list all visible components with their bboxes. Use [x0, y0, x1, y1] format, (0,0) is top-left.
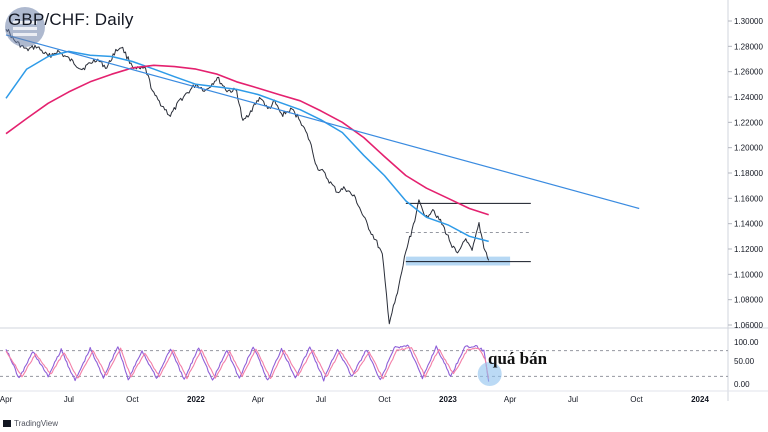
time-tick-label: Apr — [252, 395, 265, 404]
tradingview-logo-icon — [3, 420, 11, 427]
time-tick-label: Oct — [126, 395, 139, 404]
oversold-highlight — [477, 362, 502, 386]
time-tick-label: Oct — [630, 395, 643, 404]
price-tick-label: 1.06000 — [734, 321, 763, 330]
price-tick-label: 1.24000 — [734, 93, 763, 102]
brand-label: TradingView — [14, 419, 59, 428]
tradingview-brand: TradingView — [3, 419, 58, 428]
oscillator-tick-label: 100.00 — [734, 338, 759, 347]
price-tick-label: 1.10000 — [734, 270, 763, 279]
fast-moving-average-line — [5, 50, 489, 243]
price-tick-label: 1.12000 — [734, 245, 763, 254]
chart-title: GBP/CHF: Daily — [8, 10, 134, 29]
price-series-line — [5, 28, 490, 325]
price-tick-label: 1.18000 — [734, 169, 763, 178]
time-tick-label: 2024 — [691, 395, 709, 404]
oversold-annotation: quá bán — [488, 349, 548, 368]
price-tick-label: 1.20000 — [734, 144, 763, 153]
price-tick-label: 1.08000 — [734, 296, 763, 305]
price-plot — [5, 28, 640, 325]
time-tick-label: Oct — [378, 395, 391, 404]
chart-axes — [0, 0, 768, 401]
oscillator-tick-label: 0.00 — [734, 380, 750, 389]
stochastic-d-line — [5, 346, 490, 380]
time-tick-label: 2023 — [439, 395, 457, 404]
downtrend-line — [5, 34, 640, 210]
oscillator-plot — [0, 344, 728, 386]
price-tick-label: 1.28000 — [734, 42, 763, 51]
price-tick-label: 1.30000 — [734, 17, 763, 26]
axis-ticks: 1.30000 1.28000 1.26000 1.24000 1.22000 1.200… — [0, 17, 763, 404]
broker-logo-icon — [5, 7, 45, 47]
price-tick-label: 1.14000 — [734, 220, 763, 229]
time-tick-label: Jul — [64, 395, 74, 404]
stochastic-k-line — [5, 344, 490, 382]
price-tick-label: 1.26000 — [734, 68, 763, 77]
support-zone — [405, 256, 511, 266]
time-tick-label: Apr — [0, 395, 13, 404]
price-tick-label: 1.22000 — [734, 118, 763, 127]
time-tick-label: Apr — [504, 395, 517, 404]
oscillator-tick-label: 50.00 — [734, 357, 755, 366]
time-tick-label: Jul — [568, 395, 578, 404]
time-tick-label: Jul — [316, 395, 326, 404]
time-tick-label: 2022 — [187, 395, 205, 404]
slow-moving-average-line — [5, 64, 489, 216]
price-tick-label: 1.16000 — [734, 194, 763, 203]
